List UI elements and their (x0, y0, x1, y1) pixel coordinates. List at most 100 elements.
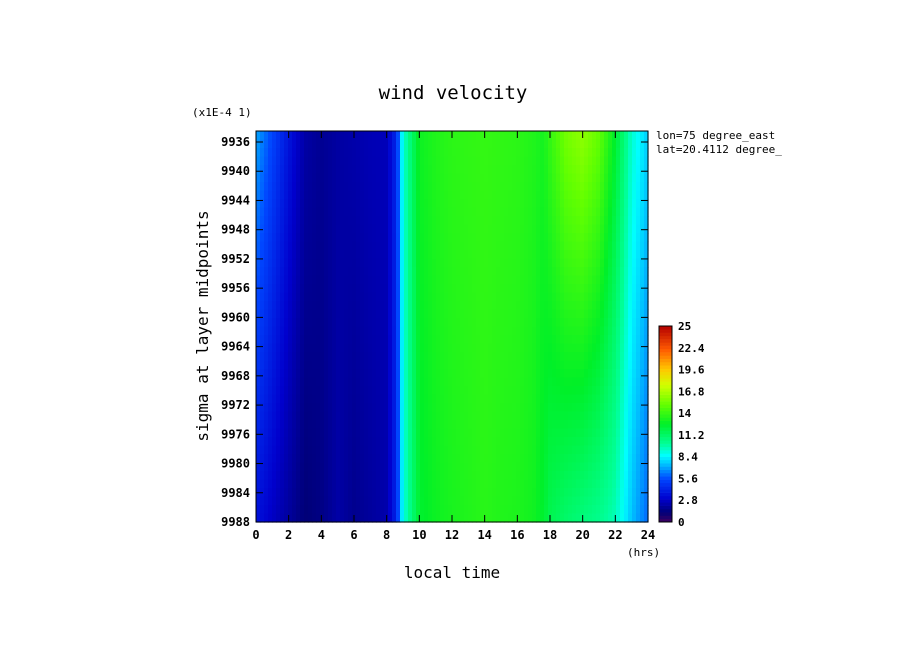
contour-cell (264, 488, 269, 498)
contour-cell (284, 148, 289, 158)
contour-cell (476, 182, 481, 192)
contour-cell (460, 403, 465, 413)
contour-cell (476, 496, 481, 506)
contour-cell (388, 326, 393, 336)
contour-cell (456, 471, 461, 481)
contour-cell (388, 292, 393, 302)
contour-cell (572, 207, 577, 217)
contour-cell (476, 301, 481, 311)
contour-cell (372, 352, 377, 362)
contour-cell (464, 250, 469, 260)
contour-cell (476, 454, 481, 464)
contour-cell (476, 479, 481, 489)
contour-cell (268, 309, 273, 319)
contour-cell (408, 394, 413, 404)
contour-cell (396, 445, 401, 455)
contour-cell (364, 250, 369, 260)
contour-cell (636, 352, 641, 362)
contour-cell (432, 139, 437, 149)
contour-cell (272, 445, 277, 455)
contour-cell (376, 190, 381, 200)
contour-cell (272, 156, 277, 166)
contour-cell (428, 360, 433, 370)
contour-cell (328, 199, 333, 209)
contour-cell (340, 182, 345, 192)
contour-cell (364, 420, 369, 430)
contour-cell (564, 301, 569, 311)
contour-cell (552, 207, 557, 217)
contour-cell (592, 275, 597, 285)
contour-cell (472, 496, 477, 506)
contour-cell (556, 445, 561, 455)
contour-cell (536, 505, 541, 515)
contour-cell (396, 471, 401, 481)
contour-cell (556, 496, 561, 506)
contour-cell (360, 403, 365, 413)
contour-cell (384, 335, 389, 345)
contour-cell (588, 190, 593, 200)
contour-cell (340, 216, 345, 226)
contour-cell (496, 267, 501, 277)
contour-cell (400, 428, 405, 438)
contour-cell (628, 377, 633, 387)
contour-cell (584, 335, 589, 345)
contour-cell (304, 488, 309, 498)
contour-cell (568, 309, 573, 319)
contour-cell (608, 139, 613, 149)
contour-cell (584, 326, 589, 336)
contour-cell (284, 301, 289, 311)
contour-cell (576, 343, 581, 353)
contour-cell (428, 207, 433, 217)
contour-cell (384, 496, 389, 506)
contour-cell (556, 343, 561, 353)
contour-cell (356, 165, 361, 175)
contour-cell (280, 326, 285, 336)
contour-cell (620, 318, 625, 328)
contour-cell (644, 207, 649, 217)
contour-cell (452, 284, 457, 294)
contour-cell (272, 513, 277, 523)
contour-cell (452, 156, 457, 166)
contour-cell (484, 335, 489, 345)
contour-cell (372, 437, 377, 447)
contour-cell (520, 437, 525, 447)
contour-cell (632, 156, 637, 166)
contour-cell (472, 284, 477, 294)
contour-cell (344, 275, 349, 285)
contour-cell (428, 267, 433, 277)
contour-cell (576, 224, 581, 234)
contour-cell (492, 318, 497, 328)
contour-cell (368, 505, 373, 515)
contour-cell (264, 258, 269, 268)
contour-cell (384, 352, 389, 362)
contour-cell (600, 505, 605, 515)
contour-cell (584, 343, 589, 353)
contour-cell (364, 148, 369, 158)
contour-cell (360, 488, 365, 498)
contour-cell (268, 267, 273, 277)
contour-cell (472, 224, 477, 234)
contour-cell (340, 462, 345, 472)
contour-cell (304, 224, 309, 234)
contour-cell (312, 420, 317, 430)
contour-cell (284, 199, 289, 209)
contour-cell (348, 496, 353, 506)
contour-cell (624, 207, 629, 217)
contour-cell (292, 190, 297, 200)
contour-cell (428, 420, 433, 430)
contour-cell (408, 275, 413, 285)
contour-cell (272, 139, 277, 149)
colorbar-label: 0 (678, 516, 685, 529)
contour-cell (372, 454, 377, 464)
contour-cell (428, 445, 433, 455)
contour-cell (336, 156, 341, 166)
contour-cell (388, 445, 393, 455)
contour-cell (320, 386, 325, 396)
contour-cell (260, 199, 265, 209)
contour-cell (496, 428, 501, 438)
contour-cell (384, 454, 389, 464)
contour-cell (372, 360, 377, 370)
contour-cell (588, 479, 593, 489)
contour-cell (304, 479, 309, 489)
contour-cell (356, 258, 361, 268)
